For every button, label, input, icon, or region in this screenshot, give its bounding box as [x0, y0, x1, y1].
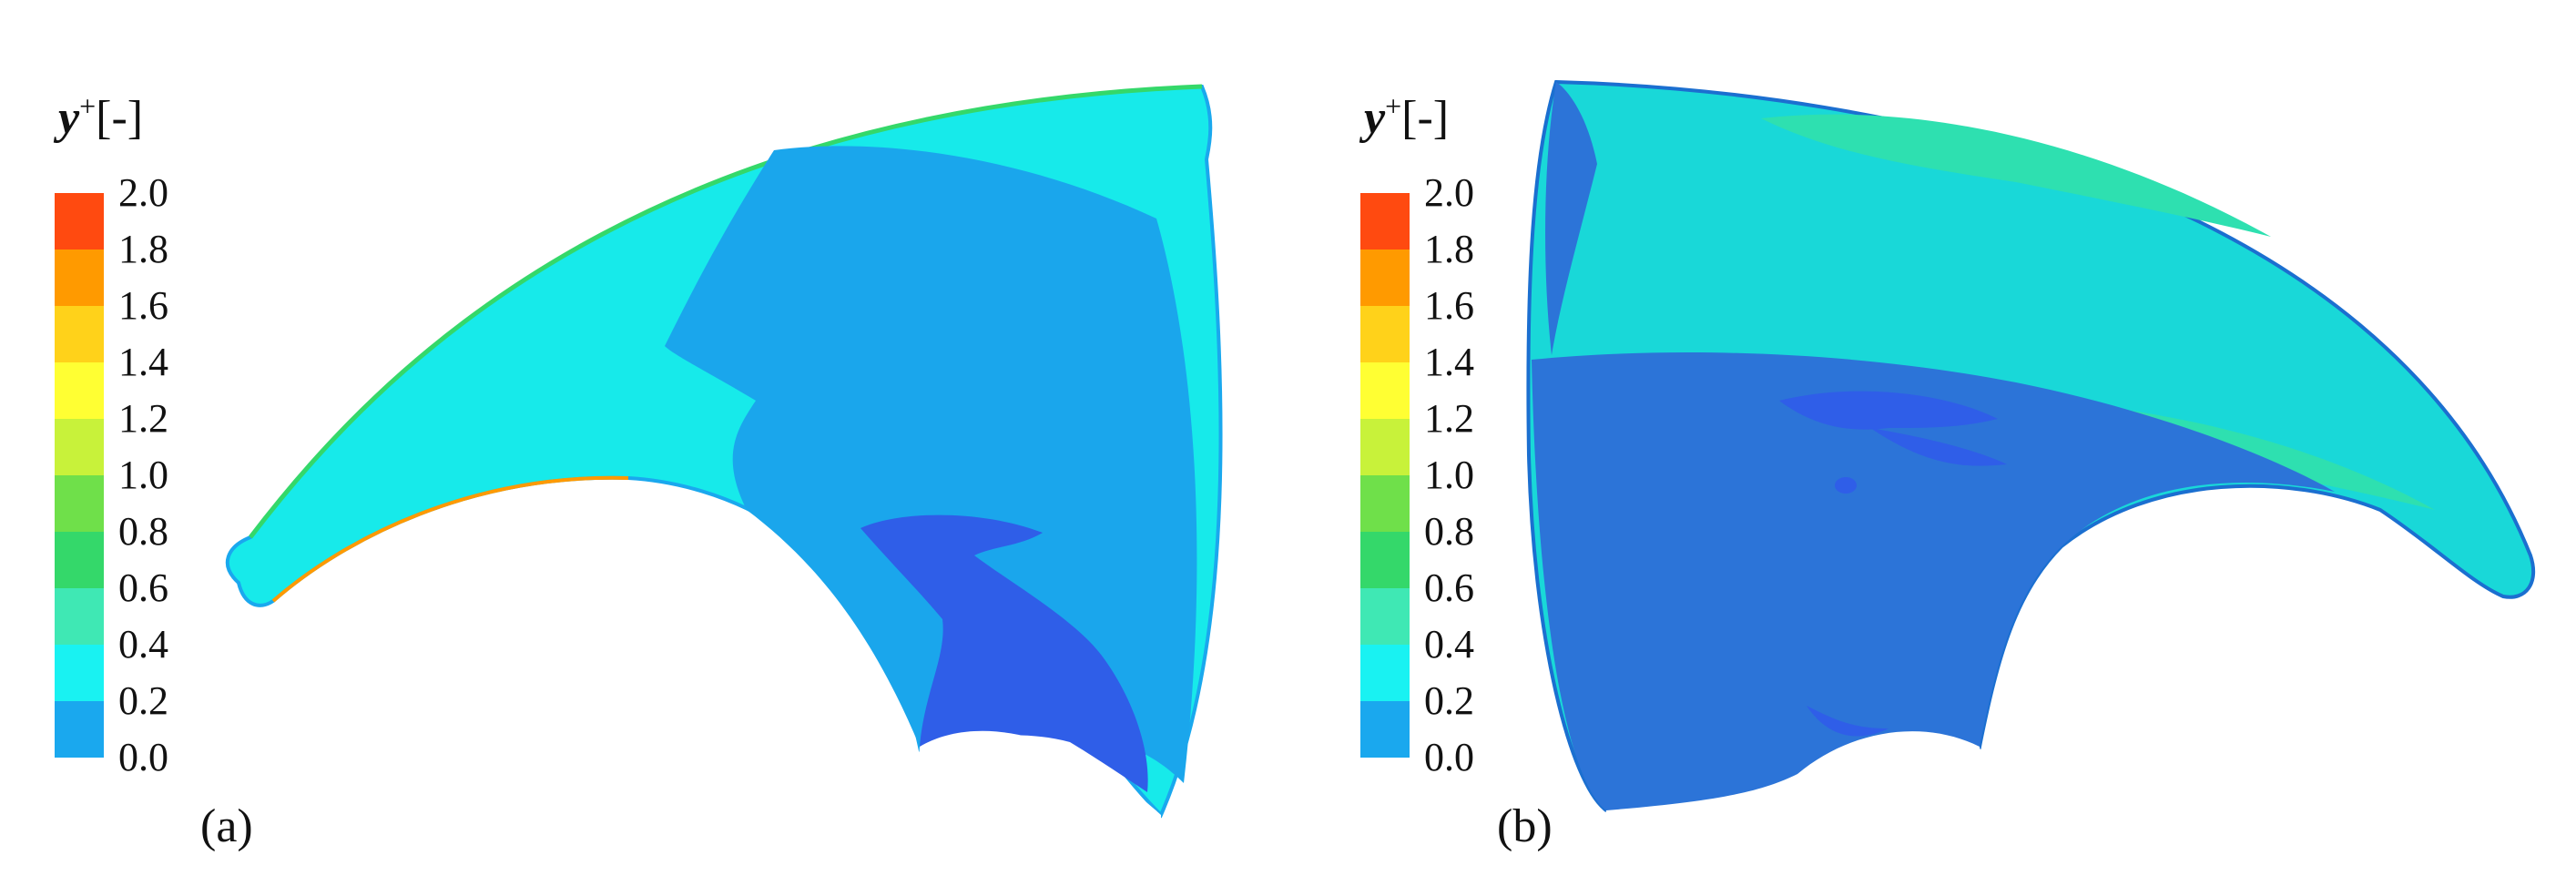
colorbar-band: [1360, 588, 1410, 645]
tick-label: 1.8: [118, 227, 168, 271]
tick-label: 1.6: [118, 283, 168, 328]
contour-region-0-6-0-8-b-1: [1761, 114, 2271, 237]
tick-label: 0.6: [118, 565, 168, 610]
legend-superscript: +: [1385, 89, 1402, 123]
colorbar-band: [1360, 249, 1410, 306]
colorbar-band: [1360, 532, 1410, 588]
tick-label: 1.6: [1424, 283, 1474, 328]
colorbar-band: [1360, 475, 1410, 532]
tick-label: 0.2: [118, 678, 168, 723]
colorbar-band: [55, 362, 104, 419]
legend-a: y+[-] 2.0 1.8 1.6 1.4 1.2 1.0 0.8 0.6 0.…: [55, 91, 264, 783]
tick-label: 0.2: [1424, 678, 1474, 723]
leading-edge-shade-b: [1545, 82, 1597, 355]
colorbar-a: [55, 193, 104, 758]
tick-label: 0.8: [1424, 509, 1474, 554]
tick-label: 1.4: [118, 340, 168, 384]
hub-cutout-a: [911, 730, 1161, 896]
blade-contour-b: [1526, 79, 2536, 896]
contour-region-0-0-0-2-a: [860, 514, 1148, 792]
contour-region-0-0-0-2-b-3: [1807, 706, 1889, 737]
tick-label: 1.2: [118, 396, 168, 441]
colorbar-band: [55, 419, 104, 475]
colorbar-band: [55, 645, 104, 701]
legend-superscript: +: [79, 89, 97, 123]
legend-unit: [-]: [96, 92, 144, 144]
colorbar-ticks-b: 2.0 1.8 1.6 1.4 1.2 1.0 0.8 0.6 0.4 0.2 …: [1424, 173, 1552, 778]
leading-edge-highlight-a: [249, 84, 1203, 539]
colorbar-band: [1360, 306, 1410, 362]
contour-region-0-0-0-2-b-1: [1779, 391, 1998, 430]
colorbar-ticks-a: 2.0 1.8 1.6 1.4 1.2 1.0 0.8 0.6 0.4 0.2 …: [118, 173, 246, 778]
colorbar-band: [1360, 701, 1410, 758]
legend-title-a: y+[-]: [58, 91, 143, 146]
colorbar-band: [55, 588, 104, 645]
tick-label: 2.0: [1424, 170, 1474, 215]
colorbar-band: [1360, 362, 1410, 419]
legend-title-b: y+[-]: [1364, 91, 1449, 146]
hub-edge-highlight-a: [271, 475, 629, 603]
blade-contour-a: [226, 84, 1223, 896]
tick-label: 0.4: [1424, 622, 1474, 667]
legend-symbol: y: [58, 92, 80, 144]
contour-region-0-2-0-4-b: [1532, 352, 2335, 810]
legend-b: y+[-] 2.0 1.8 1.6 1.4 1.2 1.0 0.8 0.6 0.…: [1360, 91, 1570, 783]
colorbar-band: [55, 249, 104, 306]
tick-label: 0.6: [1424, 565, 1474, 610]
legend-unit: [-]: [1401, 92, 1450, 144]
colorbar-band: [55, 701, 104, 758]
tick-label: 1.2: [1424, 396, 1474, 441]
tick-label: 0.8: [118, 509, 168, 554]
colorbar-band: [55, 306, 104, 362]
colorbar-band: [1360, 193, 1410, 249]
colorbar-band: [1360, 419, 1410, 475]
colorbar-band: [55, 193, 104, 249]
colorbar-band: [55, 475, 104, 532]
tick-label: 1.0: [118, 453, 168, 497]
tick-label: 0.4: [118, 622, 168, 667]
tick-label: 1.0: [1424, 453, 1474, 497]
panel-a: y+[-] 2.0 1.8 1.6 1.4 1.2 1.0 0.8 0.6 0.…: [55, 84, 1223, 896]
panel-label-b: (b): [1497, 800, 1553, 852]
colorbar-b: [1360, 193, 1410, 758]
colorbar-band: [55, 532, 104, 588]
tick-label: 1.8: [1424, 227, 1474, 271]
tick-label: 1.4: [1424, 340, 1474, 384]
tick-label: 2.0: [118, 170, 168, 215]
colorbar-band: [1360, 645, 1410, 701]
tick-label: 0.0: [118, 735, 168, 779]
legend-symbol: y: [1364, 92, 1386, 144]
panel-label-a: (a): [200, 800, 253, 852]
contour-region-0-0-0-2-b-2: [1870, 428, 2007, 466]
contour-spot-0-0-0-2-b: [1835, 477, 1857, 494]
tick-label: 0.0: [1424, 735, 1474, 779]
panel-b: y+[-] 2.0 1.8 1.6 1.4 1.2 1.0 0.8 0.6 0.…: [1288, 0, 2576, 896]
hub-cutout-b: [1588, 731, 1998, 896]
